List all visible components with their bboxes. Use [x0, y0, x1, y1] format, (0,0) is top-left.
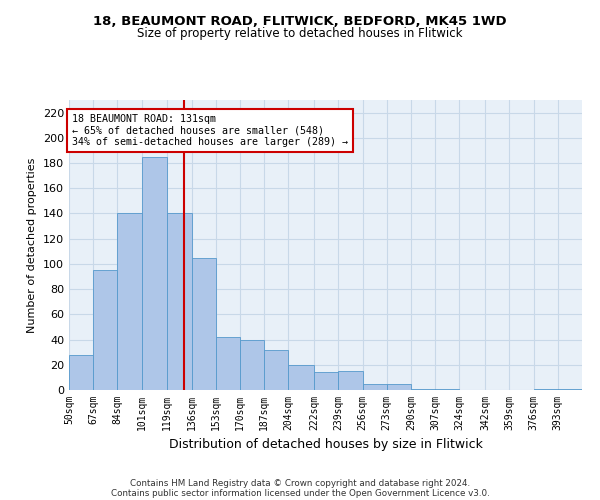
- Bar: [289, 365, 314, 390]
- Bar: [338, 371, 362, 390]
- Bar: [264, 350, 289, 390]
- Y-axis label: Number of detached properties: Number of detached properties: [28, 158, 37, 332]
- Bar: [142, 156, 167, 390]
- Bar: [411, 388, 435, 390]
- Bar: [191, 258, 216, 390]
- Text: Contains HM Land Registry data © Crown copyright and database right 2024.: Contains HM Land Registry data © Crown c…: [130, 478, 470, 488]
- Bar: [533, 388, 558, 390]
- Bar: [558, 388, 582, 390]
- Bar: [314, 372, 338, 390]
- Bar: [362, 384, 387, 390]
- Bar: [167, 214, 191, 390]
- Bar: [435, 388, 460, 390]
- Bar: [93, 270, 118, 390]
- X-axis label: Distribution of detached houses by size in Flitwick: Distribution of detached houses by size …: [169, 438, 482, 452]
- Text: Size of property relative to detached houses in Flitwick: Size of property relative to detached ho…: [137, 28, 463, 40]
- Bar: [240, 340, 264, 390]
- Text: 18 BEAUMONT ROAD: 131sqm
← 65% of detached houses are smaller (548)
34% of semi-: 18 BEAUMONT ROAD: 131sqm ← 65% of detach…: [72, 114, 348, 147]
- Text: 18, BEAUMONT ROAD, FLITWICK, BEDFORD, MK45 1WD: 18, BEAUMONT ROAD, FLITWICK, BEDFORD, MK…: [93, 15, 507, 28]
- Bar: [216, 337, 240, 390]
- Bar: [69, 354, 93, 390]
- Text: Contains public sector information licensed under the Open Government Licence v3: Contains public sector information licen…: [110, 488, 490, 498]
- Bar: [387, 384, 411, 390]
- Bar: [118, 214, 142, 390]
